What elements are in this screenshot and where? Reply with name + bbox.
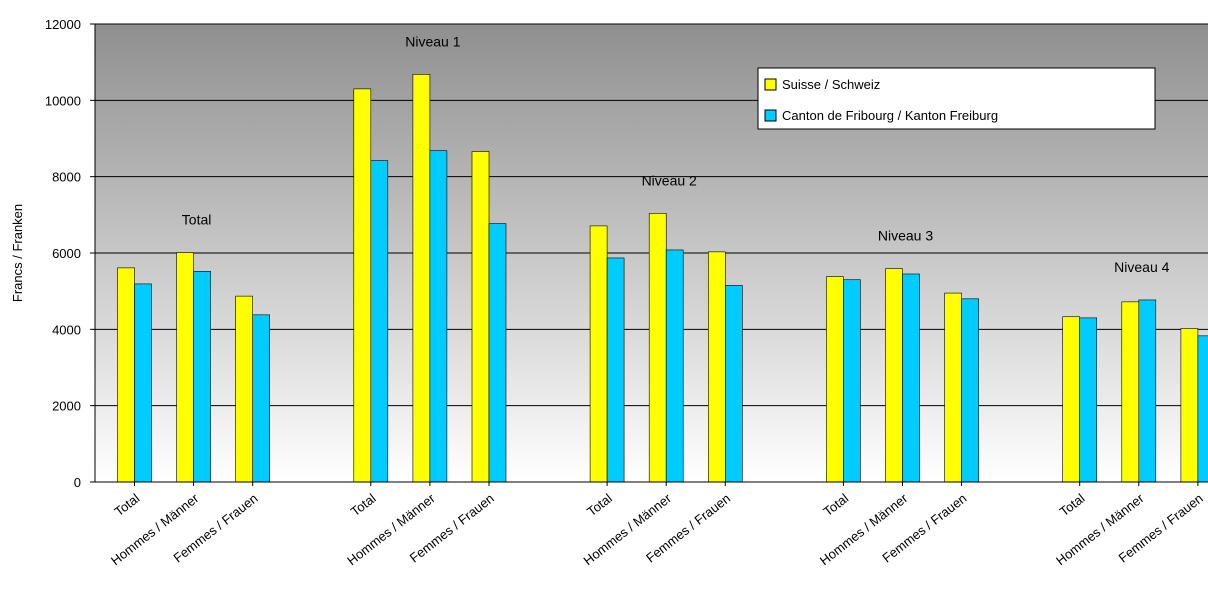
x-category-label: Total [584,490,615,519]
bar-fribourg [724,285,743,483]
y-tick-label: 12000 [45,17,81,32]
bar-fribourg [252,314,270,483]
group-label: Total [182,212,212,228]
y-tick-labels: 0 2000 4000 6000 8000 10000 12000 [45,17,95,490]
bar-suisse [826,276,844,483]
y-tick-label: 6000 [52,246,81,261]
bars [117,74,1208,483]
y-tick-label: 0 [74,475,81,490]
bar-fribourg [665,249,684,483]
bar-fribourg [843,279,861,483]
x-category-label: Total [348,490,379,519]
bar-fribourg [1079,317,1097,483]
legend: Suisse / Schweiz Canton de Fribourg / Ka… [757,67,1156,130]
bar-suisse [648,213,667,483]
legend-box [757,67,1156,130]
bar-fribourg [606,257,625,483]
y-axis-label: Francs / Franken [10,204,25,302]
bar-suisse [1180,328,1199,483]
bar-suisse [471,151,490,483]
bar-fribourg [961,298,979,483]
y-tick-label: 2000 [52,399,81,414]
group-labels: Total Niveau 1 Niveau 2 Niveau 3 Niveau 4 [182,33,1170,275]
bar-fribourg [429,150,448,483]
group-label: Niveau 1 [405,33,460,49]
bar-suisse [117,267,135,483]
bar-fribourg [1197,335,1208,483]
bar-suisse [1121,301,1140,483]
group-label: Niveau 3 [878,228,933,244]
y-tick-label: 4000 [52,322,81,337]
x-category-label: Total [1057,490,1088,519]
bar-suisse [353,88,372,483]
legend-label-suisse: Suisse / Schweiz [782,77,880,92]
bar-suisse [944,292,962,483]
bar-fribourg [1138,299,1157,483]
legend-swatch-suisse [764,78,777,91]
y-tick-label: 8000 [52,170,81,185]
bar-suisse [885,268,903,483]
bar-suisse [235,295,253,483]
bar-suisse [1062,316,1080,483]
bar-fribourg [370,160,389,483]
group-label: Niveau 4 [1114,259,1169,275]
x-category-label: Total [111,490,142,519]
bar-suisse [412,74,431,483]
group-label: Niveau 2 [642,172,697,188]
y-tick-label: 10000 [45,93,81,108]
bar-suisse [707,251,726,483]
bar-fribourg [488,223,507,483]
bar-fribourg [902,273,920,483]
legend-swatch-fribourg [764,109,777,122]
legend-label-fribourg: Canton de Fribourg / Kanton Freiburg [782,108,998,123]
bar-fribourg [134,283,152,483]
x-category-label: Total [820,490,851,519]
bar-suisse [589,225,608,483]
bar-fribourg [193,271,211,483]
bar-suisse [176,252,194,483]
